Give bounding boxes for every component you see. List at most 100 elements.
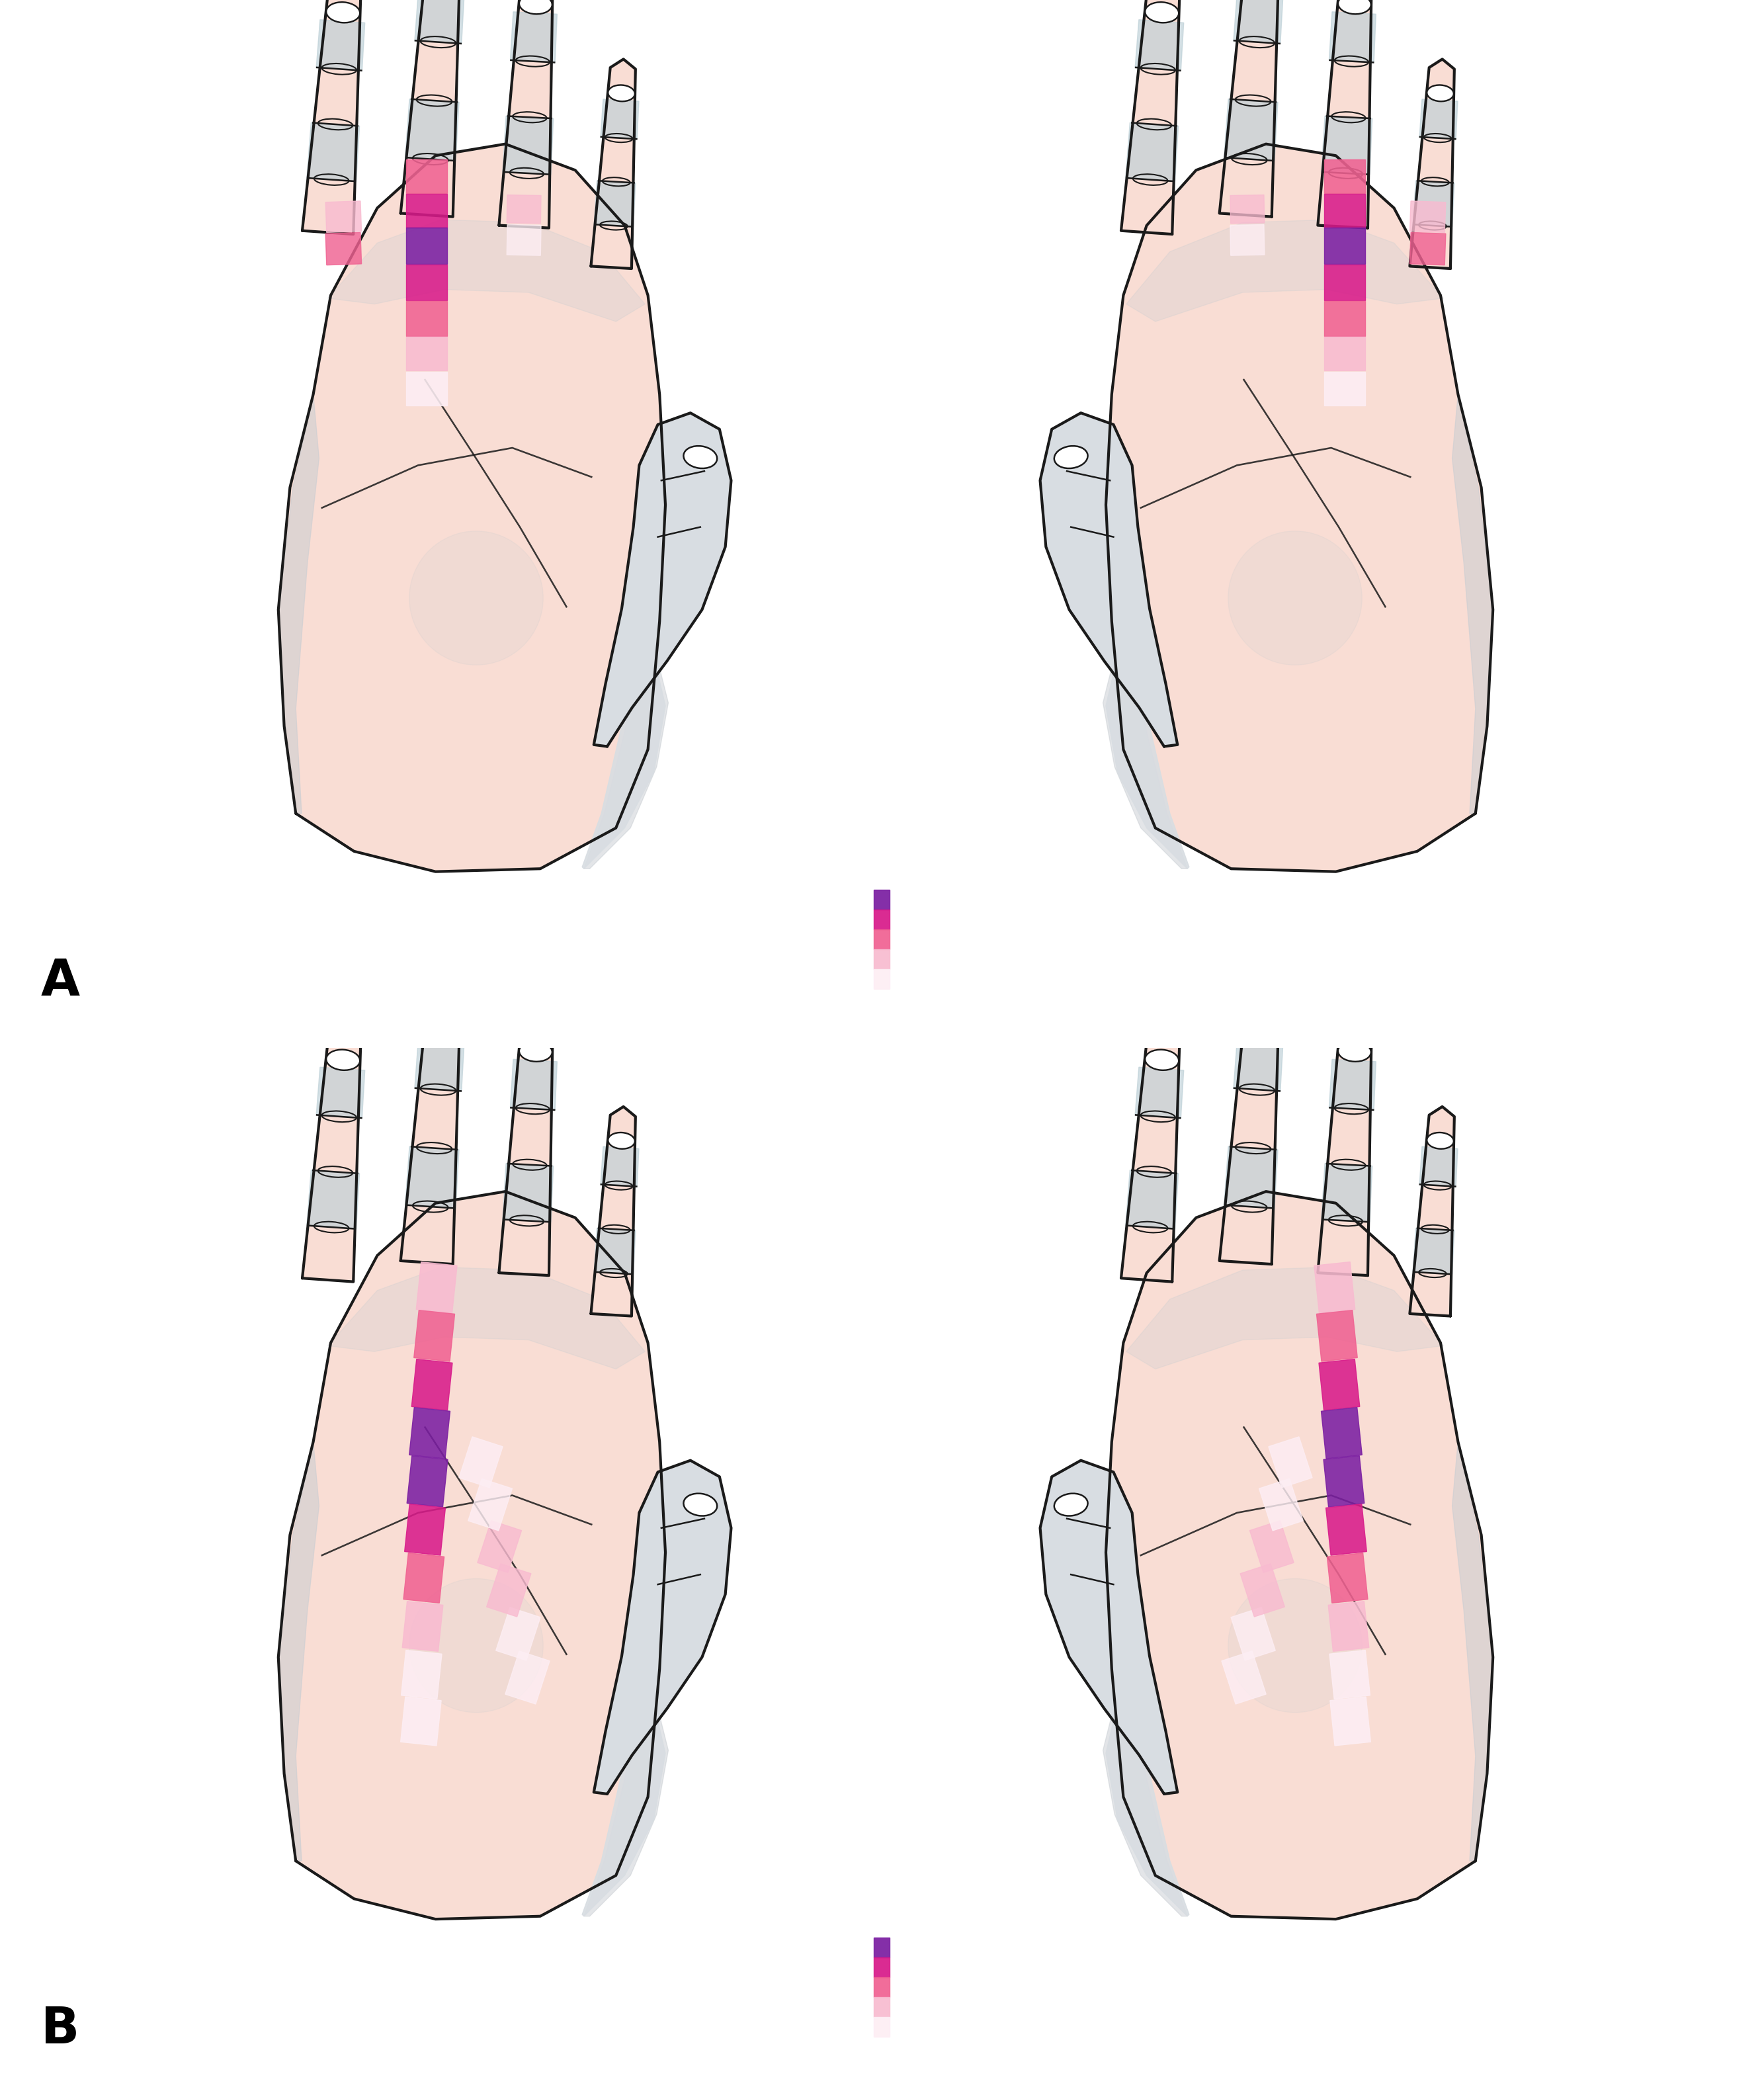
Polygon shape [1409,201,1446,233]
Ellipse shape [519,1041,552,1062]
Circle shape [1228,1580,1362,1712]
Polygon shape [1321,115,1372,174]
Ellipse shape [1337,1041,1371,1062]
Polygon shape [1420,98,1457,138]
Polygon shape [279,145,665,872]
Polygon shape [1409,59,1454,268]
Polygon shape [1420,98,1457,138]
Polygon shape [584,1703,669,1917]
Polygon shape [600,98,639,138]
Polygon shape [1328,13,1376,63]
Polygon shape [591,1106,635,1316]
Polygon shape [326,233,362,266]
Polygon shape [1134,1066,1184,1119]
Polygon shape [415,1309,455,1362]
Polygon shape [873,930,889,949]
Polygon shape [1325,264,1365,300]
Polygon shape [1328,1601,1369,1651]
Polygon shape [406,1146,459,1209]
Polygon shape [1233,1037,1282,1091]
Polygon shape [1134,19,1184,71]
Polygon shape [1327,1504,1367,1554]
Polygon shape [416,1261,457,1314]
Polygon shape [279,1192,665,1919]
Circle shape [1228,532,1362,664]
Polygon shape [1409,1106,1454,1316]
Polygon shape [402,1601,443,1651]
Polygon shape [1325,371,1365,404]
Polygon shape [503,115,554,174]
Polygon shape [1321,1408,1362,1458]
Polygon shape [400,1697,441,1745]
Ellipse shape [1337,0,1371,15]
Ellipse shape [683,446,718,469]
Polygon shape [415,0,464,44]
Polygon shape [406,228,446,264]
Polygon shape [600,1146,639,1186]
Polygon shape [1316,1309,1358,1362]
Ellipse shape [1427,1133,1454,1148]
Polygon shape [505,1651,550,1703]
Ellipse shape [326,2,360,23]
Polygon shape [591,59,635,268]
Polygon shape [411,1360,452,1410]
Ellipse shape [1055,1494,1088,1517]
Polygon shape [1224,98,1277,161]
Polygon shape [487,1563,531,1617]
Polygon shape [1330,1697,1371,1745]
Polygon shape [594,1228,635,1274]
Polygon shape [406,98,459,161]
Polygon shape [326,201,362,233]
Polygon shape [506,195,542,224]
Ellipse shape [1427,86,1454,101]
Polygon shape [1321,1163,1372,1221]
Polygon shape [407,1456,448,1506]
Polygon shape [406,195,446,228]
Polygon shape [594,180,635,226]
Polygon shape [404,1552,445,1603]
Polygon shape [400,1651,441,1699]
Polygon shape [406,371,446,404]
Polygon shape [1314,1261,1355,1314]
Polygon shape [406,302,446,335]
Polygon shape [406,98,459,161]
Polygon shape [1106,1703,1189,1917]
Ellipse shape [609,86,635,101]
Polygon shape [1420,1146,1457,1186]
Polygon shape [499,0,552,228]
Polygon shape [307,124,360,182]
Polygon shape [1231,1607,1275,1661]
Polygon shape [307,1171,360,1230]
Polygon shape [467,1479,512,1531]
Polygon shape [307,124,360,182]
Polygon shape [873,1957,889,1978]
Polygon shape [1222,1651,1267,1703]
Polygon shape [510,1060,557,1110]
Polygon shape [1125,1171,1178,1230]
Polygon shape [873,1978,889,1997]
Polygon shape [406,159,446,193]
Ellipse shape [1145,1050,1178,1071]
Polygon shape [1413,1228,1454,1274]
Polygon shape [1413,180,1454,226]
Polygon shape [1420,1146,1457,1186]
Polygon shape [496,1607,540,1661]
Polygon shape [1125,1171,1178,1230]
Polygon shape [1325,302,1365,335]
Polygon shape [1230,224,1265,256]
Polygon shape [1452,1441,1492,1860]
Polygon shape [1325,228,1365,264]
Polygon shape [406,1146,459,1209]
Polygon shape [1249,1521,1293,1573]
Polygon shape [873,890,889,909]
Polygon shape [600,1146,639,1186]
Text: B: B [41,2005,79,2053]
Polygon shape [1409,233,1446,266]
Polygon shape [503,1163,554,1221]
Polygon shape [873,1938,889,1957]
Polygon shape [873,949,889,970]
Polygon shape [1134,1066,1184,1119]
Polygon shape [1325,159,1365,193]
Polygon shape [1106,656,1189,869]
Polygon shape [1319,1360,1360,1410]
